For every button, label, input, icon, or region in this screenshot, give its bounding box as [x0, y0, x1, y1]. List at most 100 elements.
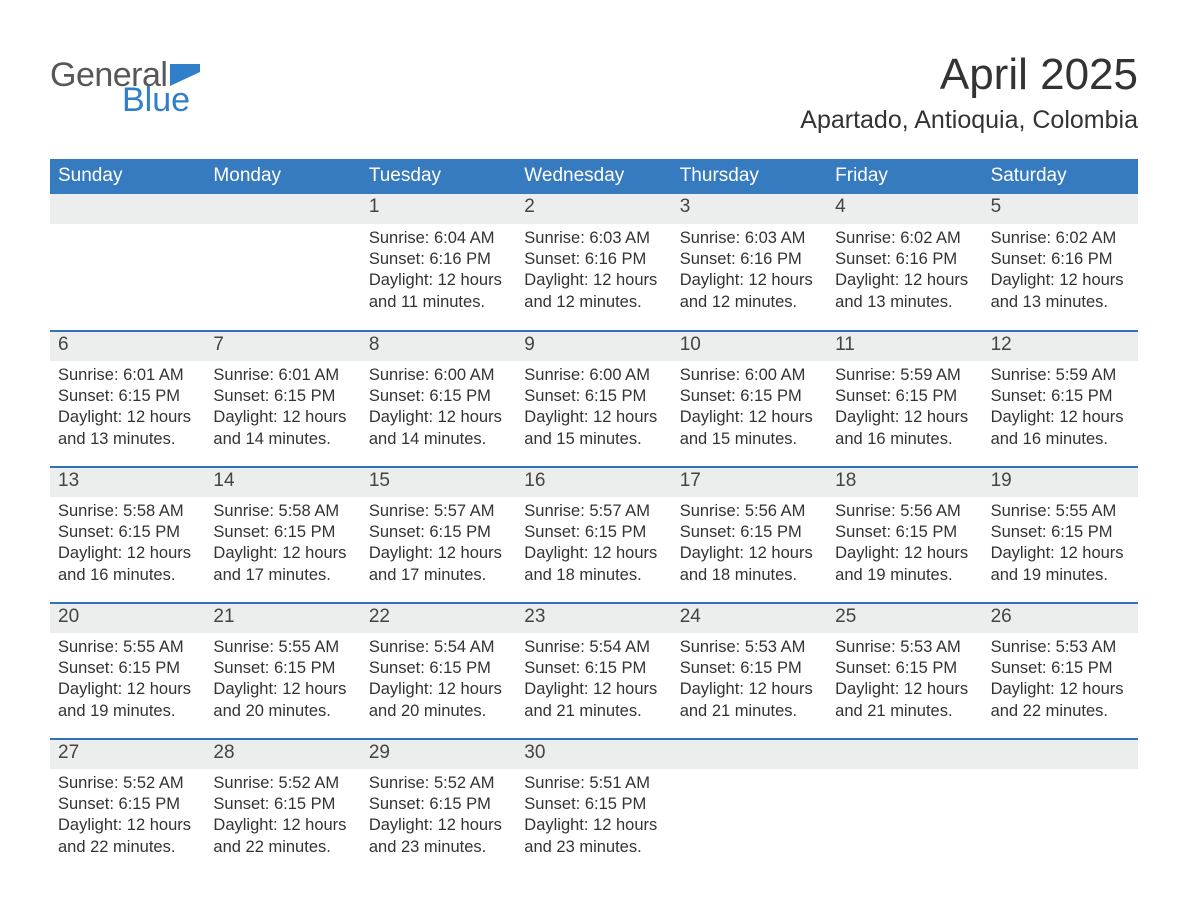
calendar-cell: Sunrise: 6:03 AMSunset: 6:16 PMDaylight:…	[516, 224, 671, 330]
sunset-text: Sunset: 6:15 PM	[213, 658, 352, 679]
dow-thursday: Thursday	[672, 159, 827, 194]
sunrise-text: Sunrise: 5:53 AM	[680, 637, 819, 658]
sunset-text: Sunset: 6:15 PM	[524, 794, 663, 815]
sunrise-text: Sunrise: 5:59 AM	[991, 365, 1130, 386]
sunrise-text: Sunrise: 6:03 AM	[524, 228, 663, 249]
day-number-row: 13141516171819	[50, 468, 1138, 497]
calendar-cell: Sunrise: 6:00 AMSunset: 6:15 PMDaylight:…	[516, 361, 671, 466]
sunrise-text: Sunrise: 6:00 AM	[369, 365, 508, 386]
daylight-text: Daylight: 12 hours and 19 minutes.	[991, 543, 1130, 585]
sunset-text: Sunset: 6:15 PM	[369, 658, 508, 679]
calendar-week: 6789101112Sunrise: 6:01 AMSunset: 6:15 P…	[50, 330, 1138, 466]
daylight-text: Daylight: 12 hours and 21 minutes.	[835, 679, 974, 721]
day-number	[50, 194, 205, 224]
daylight-text: Daylight: 12 hours and 14 minutes.	[213, 407, 352, 449]
sunrise-text: Sunrise: 5:52 AM	[369, 773, 508, 794]
sunrise-text: Sunrise: 5:52 AM	[213, 773, 352, 794]
calendar-week: 27282930Sunrise: 5:52 AMSunset: 6:15 PMD…	[50, 738, 1138, 874]
sunrise-text: Sunrise: 5:56 AM	[680, 501, 819, 522]
sunset-text: Sunset: 6:15 PM	[58, 794, 197, 815]
daylight-text: Daylight: 12 hours and 13 minutes.	[835, 270, 974, 312]
sunset-text: Sunset: 6:15 PM	[369, 794, 508, 815]
day-number: 7	[205, 332, 360, 361]
daylight-text: Daylight: 12 hours and 17 minutes.	[213, 543, 352, 585]
sunrise-text: Sunrise: 6:02 AM	[835, 228, 974, 249]
sunset-text: Sunset: 6:16 PM	[680, 249, 819, 270]
calendar-cell: Sunrise: 6:00 AMSunset: 6:15 PMDaylight:…	[672, 361, 827, 466]
calendar-week: 20212223242526Sunrise: 5:55 AMSunset: 6:…	[50, 602, 1138, 738]
dow-friday: Friday	[827, 159, 982, 194]
day-number: 5	[983, 194, 1138, 224]
day-number: 6	[50, 332, 205, 361]
calendar-cell: Sunrise: 6:02 AMSunset: 6:16 PMDaylight:…	[827, 224, 982, 330]
daylight-text: Daylight: 12 hours and 12 minutes.	[680, 270, 819, 312]
sunset-text: Sunset: 6:15 PM	[213, 522, 352, 543]
day-number: 26	[983, 604, 1138, 633]
calendar-body: 12345Sunrise: 6:04 AMSunset: 6:16 PMDayl…	[50, 194, 1138, 874]
daylight-text: Daylight: 12 hours and 21 minutes.	[524, 679, 663, 721]
day-number: 22	[361, 604, 516, 633]
sunrise-text: Sunrise: 5:58 AM	[58, 501, 197, 522]
calendar-cell: Sunrise: 6:04 AMSunset: 6:16 PMDaylight:…	[361, 224, 516, 330]
day-number-row: 6789101112	[50, 332, 1138, 361]
day-number: 24	[672, 604, 827, 633]
day-number: 16	[516, 468, 671, 497]
sunrise-text: Sunrise: 5:55 AM	[58, 637, 197, 658]
calendar-cell: Sunrise: 6:02 AMSunset: 6:16 PMDaylight:…	[983, 224, 1138, 330]
calendar-cell: Sunrise: 5:58 AMSunset: 6:15 PMDaylight:…	[50, 497, 205, 602]
sunrise-text: Sunrise: 6:01 AM	[58, 365, 197, 386]
day-number: 1	[361, 194, 516, 224]
sunrise-text: Sunrise: 6:02 AM	[991, 228, 1130, 249]
day-number	[983, 740, 1138, 769]
sunset-text: Sunset: 6:15 PM	[58, 386, 197, 407]
daylight-text: Daylight: 12 hours and 16 minutes.	[991, 407, 1130, 449]
sunset-text: Sunset: 6:15 PM	[369, 386, 508, 407]
day-number: 8	[361, 332, 516, 361]
daylight-text: Daylight: 12 hours and 21 minutes.	[680, 679, 819, 721]
calendar-cell: Sunrise: 6:00 AMSunset: 6:15 PMDaylight:…	[361, 361, 516, 466]
sunset-text: Sunset: 6:15 PM	[991, 386, 1130, 407]
day-number: 28	[205, 740, 360, 769]
calendar-cell: Sunrise: 5:59 AMSunset: 6:15 PMDaylight:…	[827, 361, 982, 466]
day-number: 21	[205, 604, 360, 633]
calendar-cell: Sunrise: 6:01 AMSunset: 6:15 PMDaylight:…	[205, 361, 360, 466]
sunset-text: Sunset: 6:15 PM	[835, 386, 974, 407]
sunset-text: Sunset: 6:15 PM	[991, 658, 1130, 679]
sunset-text: Sunset: 6:15 PM	[524, 658, 663, 679]
dow-saturday: Saturday	[983, 159, 1138, 194]
sunset-text: Sunset: 6:16 PM	[991, 249, 1130, 270]
dow-sunday: Sunday	[50, 159, 205, 194]
daylight-text: Daylight: 12 hours and 19 minutes.	[835, 543, 974, 585]
sunset-text: Sunset: 6:15 PM	[58, 522, 197, 543]
day-number: 25	[827, 604, 982, 633]
calendar-cell: Sunrise: 5:51 AMSunset: 6:15 PMDaylight:…	[516, 769, 671, 874]
calendar-cell: Sunrise: 5:53 AMSunset: 6:15 PMDaylight:…	[672, 633, 827, 738]
day-number-row: 12345	[50, 194, 1138, 224]
daylight-text: Daylight: 12 hours and 22 minutes.	[58, 815, 197, 857]
sunrise-text: Sunrise: 5:52 AM	[58, 773, 197, 794]
calendar-cell	[50, 224, 205, 330]
daylight-text: Daylight: 12 hours and 18 minutes.	[524, 543, 663, 585]
sunset-text: Sunset: 6:16 PM	[524, 249, 663, 270]
sunrise-text: Sunrise: 5:54 AM	[369, 637, 508, 658]
sunrise-text: Sunrise: 5:53 AM	[991, 637, 1130, 658]
calendar-cell	[827, 769, 982, 874]
sunrise-text: Sunrise: 6:04 AM	[369, 228, 508, 249]
calendar-cell: Sunrise: 5:53 AMSunset: 6:15 PMDaylight:…	[983, 633, 1138, 738]
daylight-text: Daylight: 12 hours and 23 minutes.	[369, 815, 508, 857]
daylight-text: Daylight: 12 hours and 15 minutes.	[524, 407, 663, 449]
sunset-text: Sunset: 6:15 PM	[835, 522, 974, 543]
daylight-text: Daylight: 12 hours and 13 minutes.	[58, 407, 197, 449]
daylight-text: Daylight: 12 hours and 13 minutes.	[991, 270, 1130, 312]
day-number: 19	[983, 468, 1138, 497]
sunrise-text: Sunrise: 5:57 AM	[369, 501, 508, 522]
daylight-text: Daylight: 12 hours and 22 minutes.	[213, 815, 352, 857]
calendar-cell: Sunrise: 5:57 AMSunset: 6:15 PMDaylight:…	[516, 497, 671, 602]
daylight-text: Daylight: 12 hours and 23 minutes.	[524, 815, 663, 857]
day-number: 14	[205, 468, 360, 497]
day-number-row: 27282930	[50, 740, 1138, 769]
daylight-text: Daylight: 12 hours and 11 minutes.	[369, 270, 508, 312]
sunset-text: Sunset: 6:15 PM	[213, 386, 352, 407]
daylight-text: Daylight: 12 hours and 15 minutes.	[680, 407, 819, 449]
sunrise-text: Sunrise: 5:59 AM	[835, 365, 974, 386]
